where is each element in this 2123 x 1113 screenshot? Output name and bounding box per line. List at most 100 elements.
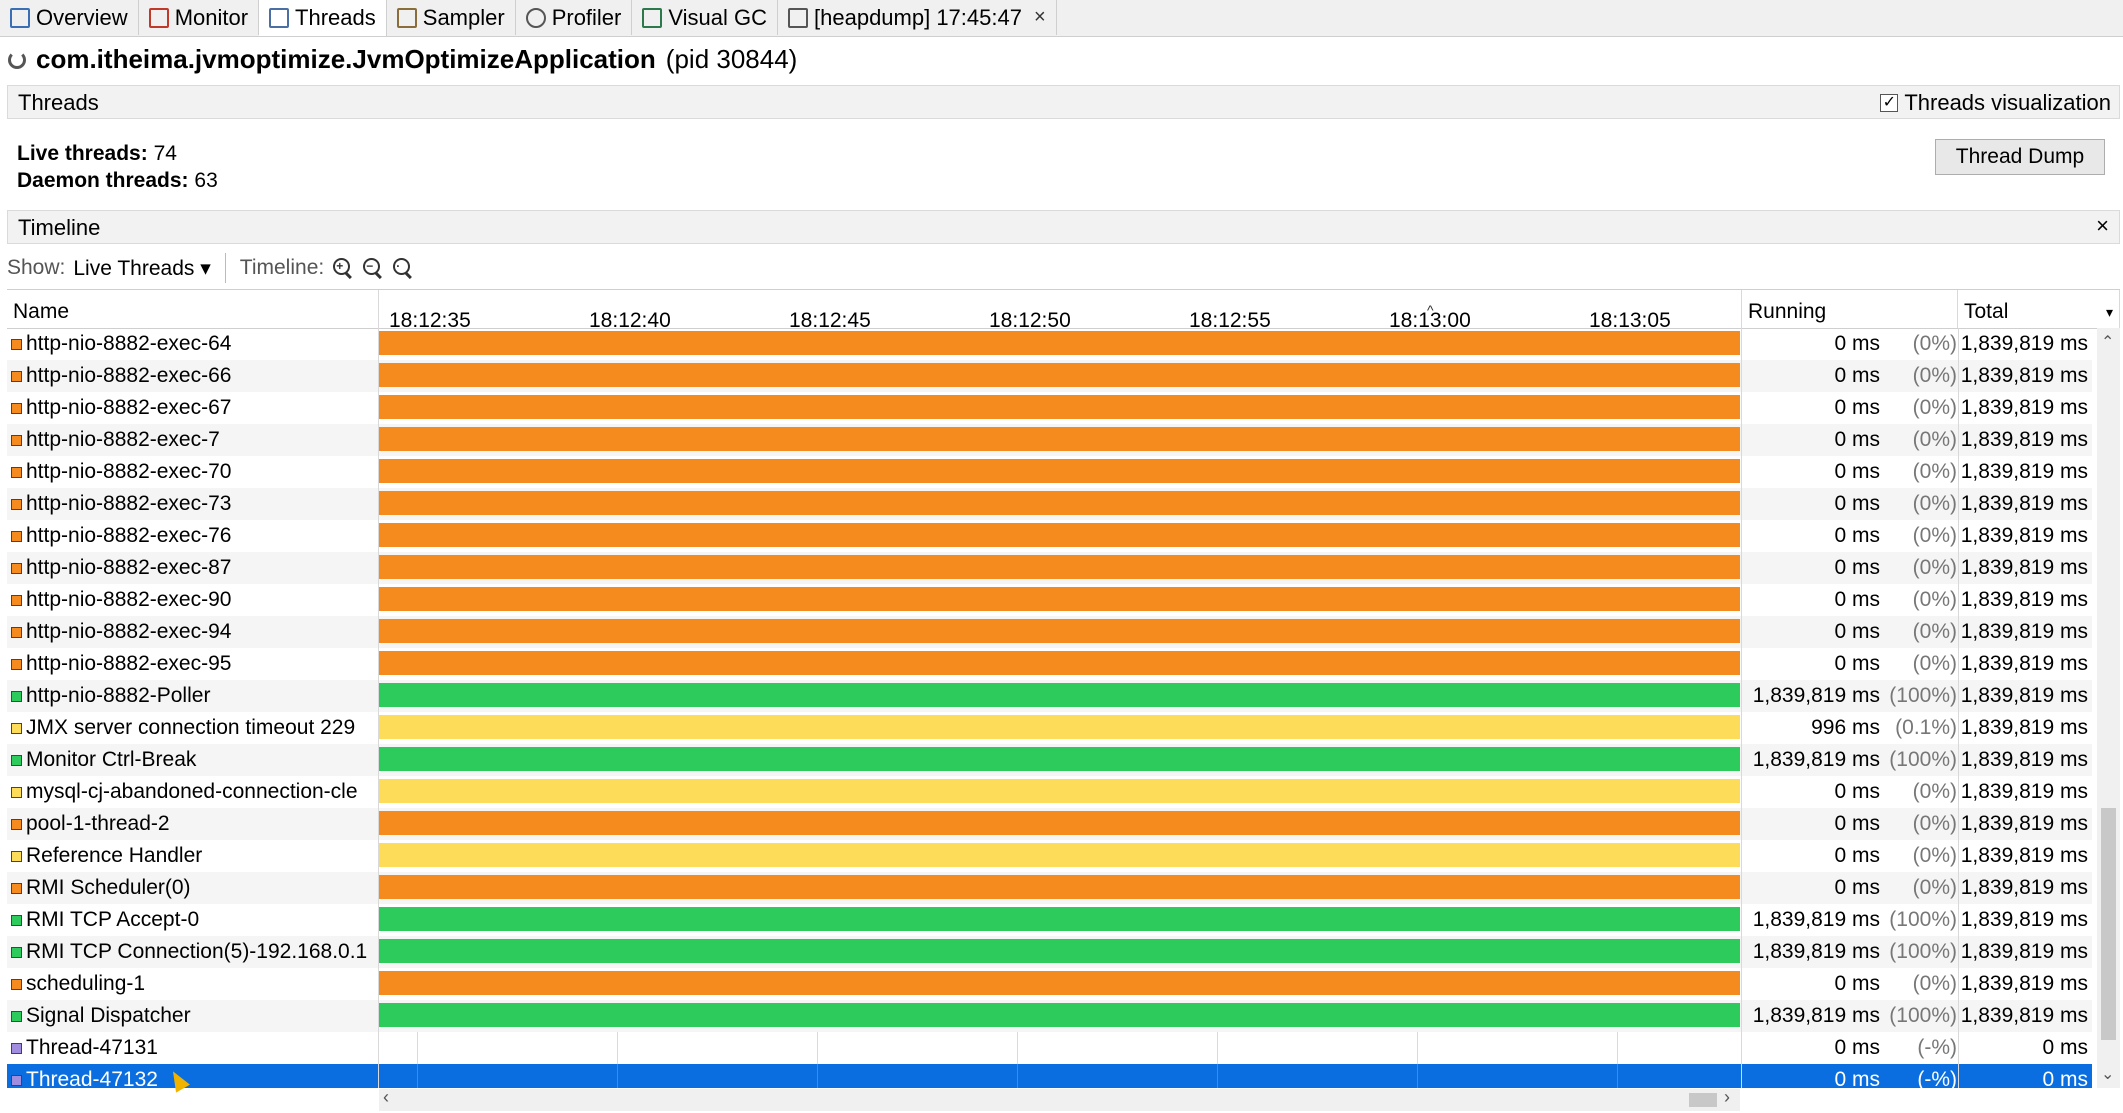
thread-state-bar xyxy=(379,331,1740,355)
timeline-gridline xyxy=(1617,1032,1618,1064)
horizontal-scrollbar[interactable]: ‹ › xyxy=(379,1087,1740,1111)
thread-running-cell: 1,839,819 ms xyxy=(1752,1004,1880,1027)
table-row[interactable]: http-nio-8882-exec-66 0 ms (0%) 1,839,819 m… xyxy=(7,360,2092,392)
thread-name-cell: http-nio-8882-exec-66 xyxy=(11,360,379,392)
threads-visualization-label: Threads visualization xyxy=(1904,90,2111,115)
thread-running-cell: 0 ms xyxy=(1834,620,1880,643)
vertical-scrollbar-thumb[interactable] xyxy=(2101,808,2116,1040)
table-row[interactable]: Reference Handler 0 ms (0%) 1,839,819 ms xyxy=(7,840,2092,872)
thread-rows: http-nio-8882-exec-64 0 ms (0%) 1,839,819 m… xyxy=(7,328,2092,1088)
scroll-left-icon[interactable]: ‹ xyxy=(383,1087,389,1107)
thread-name: Thread-47131 xyxy=(26,1036,158,1059)
tab-threads[interactable]: Threads xyxy=(259,0,387,36)
table-row[interactable]: http-nio-8882-exec-95 0 ms (0%) 1,839,819 m… xyxy=(7,648,2092,680)
table-row[interactable]: Thread-47132 0 ms (-%) 0 ms xyxy=(7,1064,2092,1088)
scroll-right-icon[interactable]: › xyxy=(1724,1087,1730,1107)
thread-total-cell: 1,839,819 ms xyxy=(1960,876,2088,899)
table-row[interactable]: http-nio-8882-exec-67 0 ms (0%) 1,839,819 m… xyxy=(7,392,2092,424)
table-row[interactable]: Thread-47131 0 ms (-%) 0 ms xyxy=(7,1032,2092,1064)
threads-visualization-toggle[interactable]: ✓ Threads visualization xyxy=(1880,90,2111,116)
application-title: com.itheima.jvmoptimize.JvmOptimizeAppli… xyxy=(8,44,797,75)
tab-profiler[interactable]: Profiler xyxy=(516,0,633,35)
thread-pct-cell: (0%) xyxy=(1912,332,1957,355)
column-divider xyxy=(1958,712,1959,744)
scroll-down-icon[interactable]: ⌄ xyxy=(2101,1066,2115,1083)
table-row[interactable]: http-nio-8882-exec-70 0 ms (0%) 1,839,819 m… xyxy=(7,456,2092,488)
zoom-in-icon[interactable]: + xyxy=(332,257,354,279)
column-divider xyxy=(1958,584,1959,616)
column-divider xyxy=(1741,1064,1742,1088)
column-menu-chevron-icon[interactable]: ▾ xyxy=(2105,304,2113,320)
column-divider xyxy=(1741,456,1742,488)
table-row[interactable]: mysql-cj-abandoned-connection-cle 0 ms (0%… xyxy=(7,776,2092,808)
tab-heapdump-17-45-47[interactable]: [heapdump] 17:45:47 × xyxy=(778,0,1057,35)
thread-state-swatch xyxy=(11,498,22,510)
table-row[interactable]: pool-1-thread-2 0 ms (0%) 1,839,819 ms xyxy=(7,808,2092,840)
table-row[interactable]: RMI TCP Connection(5)-192.168.0.1 1,839,8… xyxy=(7,936,2092,968)
column-divider xyxy=(378,840,379,872)
timeline-label: Timeline: xyxy=(239,256,325,279)
table-row[interactable]: Monitor Ctrl-Break 1,839,819 ms (100%) 1,83… xyxy=(7,744,2092,776)
scroll-up-icon[interactable]: ⌃ xyxy=(2101,334,2115,351)
table-row[interactable]: RMI TCP Accept-0 1,839,819 ms (100%) 1,839,… xyxy=(7,904,2092,936)
loading-spinner-icon xyxy=(8,50,26,69)
column-divider xyxy=(1958,360,1959,392)
horizontal-scrollbar-thumb[interactable] xyxy=(1689,1093,1717,1107)
thread-name: http-nio-8882-exec-94 xyxy=(26,620,232,643)
thread-state-swatch xyxy=(11,466,22,478)
table-row[interactable]: scheduling-1 0 ms (0%) 1,839,819 ms xyxy=(7,968,2092,1000)
daemon-threads-value: 63 xyxy=(194,169,218,192)
column-divider xyxy=(1741,424,1742,456)
thread-dump-button[interactable]: Thread Dump xyxy=(1935,139,2105,175)
table-row[interactable]: http-nio-8882-exec-64 0 ms (0%) 1,839,819 m… xyxy=(7,328,2092,360)
table-row[interactable]: JMX server connection timeout 229 996 ms (… xyxy=(7,712,2092,744)
zoom-out-icon[interactable]: − xyxy=(362,257,384,279)
monitor-icon xyxy=(148,7,169,28)
thread-total-cell: 1,839,819 ms xyxy=(1960,492,2088,515)
show-dropdown[interactable]: Live Threads ▾ xyxy=(73,256,210,281)
column-header-timeline[interactable]: ^ 18:12:35 18:12:40 18:12:45 18:12:50 18:12:… xyxy=(379,290,1742,332)
tab-overview[interactable]: Overview xyxy=(0,0,139,35)
thread-name-cell: http-nio-8882-exec-76 xyxy=(11,520,379,552)
table-row[interactable]: http-nio-8882-exec-94 0 ms (0%) 1,839,819 m… xyxy=(7,616,2092,648)
column-divider xyxy=(378,904,379,936)
column-divider xyxy=(378,1032,379,1064)
zoom-fit-icon[interactable]: · xyxy=(392,257,414,279)
thread-state-swatch xyxy=(11,978,22,990)
timeline-close-icon[interactable]: × xyxy=(2096,213,2109,238)
vertical-scrollbar[interactable]: ⌃ ⌄ xyxy=(2097,328,2120,1088)
threads-visualization-checkbox[interactable]: ✓ xyxy=(1880,94,1899,112)
thread-name: scheduling-1 xyxy=(26,972,146,995)
column-divider xyxy=(1741,712,1742,744)
column-header-name[interactable]: Name xyxy=(7,290,379,328)
thread-name: http-nio-8882-exec-7 xyxy=(26,428,220,451)
thread-state-bar xyxy=(379,427,1740,451)
thread-state-bar xyxy=(379,555,1740,579)
thread-running-cell: 0 ms xyxy=(1834,556,1880,579)
table-row[interactable]: Signal Dispatcher 1,839,819 ms (100%) 1,839… xyxy=(7,1000,2092,1032)
column-divider xyxy=(1741,360,1742,392)
column-header-running[interactable]: Running xyxy=(1742,290,1958,328)
tab-visual-gc[interactable]: Visual GC xyxy=(632,0,779,35)
thread-state-bar xyxy=(379,939,1740,963)
thread-name: RMI TCP Accept-0 xyxy=(26,908,200,931)
table-row[interactable]: http-nio-8882-exec-90 0 ms (0%) 1,839,819 m… xyxy=(7,584,2092,616)
thread-running-cell: 0 ms xyxy=(1834,396,1880,419)
table-row[interactable]: http-nio-8882-exec-7 0 ms (0%) 1,839,819 ms xyxy=(7,424,2092,456)
tab-close-icon[interactable]: × xyxy=(1033,6,1046,28)
column-divider xyxy=(1958,744,1959,776)
tab-label: Sampler xyxy=(422,4,505,30)
table-row[interactable]: http-nio-8882-exec-87 0 ms (0%) 1,839,819 m… xyxy=(7,552,2092,584)
column-header-total[interactable]: Total ▾ xyxy=(1958,290,2120,328)
thread-name: http-nio-8882-Poller xyxy=(26,684,211,707)
table-row[interactable]: RMI Scheduler(0) 0 ms (0%) 1,839,819 ms xyxy=(7,872,2092,904)
tab-monitor[interactable]: Monitor xyxy=(139,0,260,35)
column-divider xyxy=(1741,1000,1742,1032)
timeline-tick-label: 18:13:05 xyxy=(1589,309,1671,332)
thread-total-cell: 1,839,819 ms xyxy=(1960,396,2088,419)
thread-running-cell: 0 ms xyxy=(1834,588,1880,611)
table-row[interactable]: http-nio-8882-Poller 1,839,819 ms (100%) 1,… xyxy=(7,680,2092,712)
tab-sampler[interactable]: Sampler xyxy=(387,0,516,35)
table-row[interactable]: http-nio-8882-exec-73 0 ms (0%) 1,839,819 m… xyxy=(7,488,2092,520)
table-row[interactable]: http-nio-8882-exec-76 0 ms (0%) 1,839,819 m… xyxy=(7,520,2092,552)
